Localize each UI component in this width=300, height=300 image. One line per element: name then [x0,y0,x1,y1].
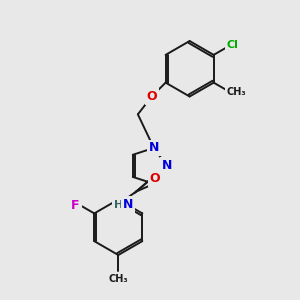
Text: N: N [123,198,133,211]
Text: O: O [146,90,157,103]
Text: F: F [71,199,80,212]
Text: N: N [148,141,159,154]
Text: CH₃: CH₃ [109,274,128,284]
Text: CH₃: CH₃ [226,86,246,97]
Text: H: H [113,200,123,210]
Text: Cl: Cl [226,40,238,50]
Text: N: N [162,159,172,172]
Text: O: O [149,172,160,185]
